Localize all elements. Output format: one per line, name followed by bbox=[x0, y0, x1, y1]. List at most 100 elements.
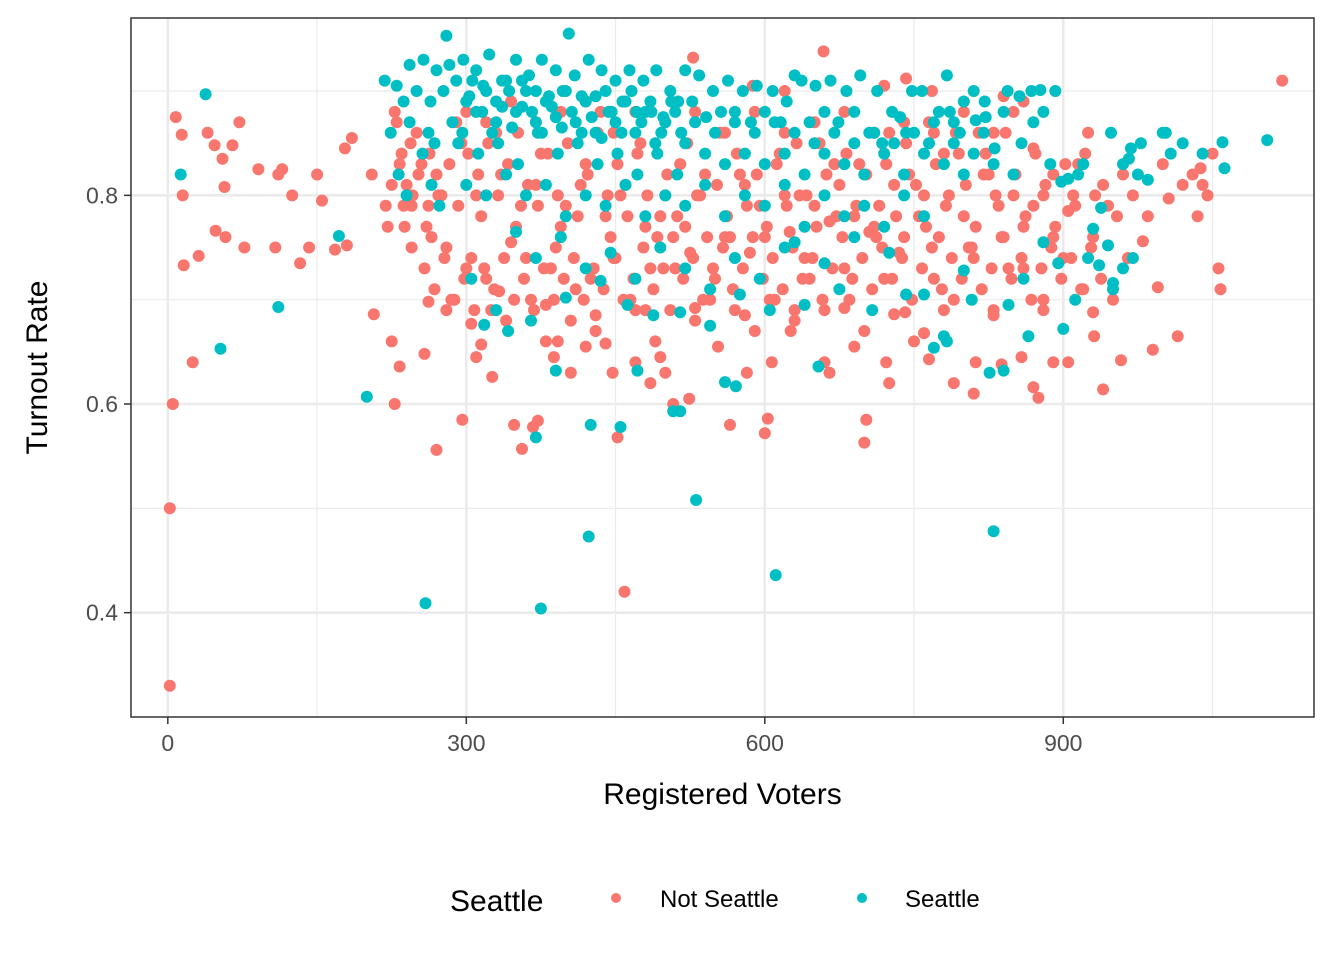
data-point bbox=[286, 189, 299, 202]
data-point bbox=[858, 325, 871, 337]
data-point bbox=[448, 293, 461, 306]
data-point bbox=[403, 58, 416, 71]
data-point bbox=[338, 142, 351, 155]
data-point bbox=[457, 53, 470, 66]
data-point bbox=[883, 126, 896, 139]
data-point bbox=[888, 137, 901, 150]
data-point bbox=[1111, 210, 1123, 223]
data-point bbox=[709, 126, 721, 139]
data-point bbox=[422, 295, 435, 308]
data-point bbox=[446, 116, 459, 129]
data-point bbox=[615, 126, 628, 139]
data-point bbox=[226, 139, 239, 152]
data-point bbox=[644, 95, 657, 108]
data-point bbox=[888, 178, 901, 191]
data-point bbox=[766, 252, 779, 264]
data-point bbox=[510, 225, 522, 238]
data-point bbox=[379, 199, 392, 212]
data-point bbox=[557, 272, 570, 285]
data-point bbox=[700, 111, 713, 124]
data-point bbox=[579, 158, 592, 171]
data-point bbox=[952, 147, 965, 160]
data-point bbox=[1039, 178, 1052, 191]
data-point bbox=[410, 85, 423, 97]
data-point bbox=[1164, 147, 1177, 160]
data-point bbox=[910, 178, 922, 191]
data-point bbox=[163, 502, 176, 515]
data-point bbox=[848, 137, 861, 150]
data-point bbox=[967, 252, 980, 264]
data-point bbox=[416, 147, 429, 160]
data-point bbox=[945, 252, 958, 264]
data-point bbox=[637, 74, 650, 87]
data-point bbox=[788, 69, 801, 82]
data-point bbox=[1034, 84, 1047, 96]
data-point bbox=[549, 111, 562, 124]
data-point bbox=[440, 241, 453, 254]
y-tick-label: 0.8 bbox=[86, 182, 118, 208]
data-point bbox=[709, 272, 721, 285]
data-point bbox=[848, 231, 861, 244]
data-point bbox=[999, 126, 1012, 139]
data-point bbox=[932, 231, 945, 244]
grid-lines bbox=[131, 18, 1314, 717]
data-point bbox=[468, 304, 481, 317]
data-point bbox=[605, 105, 618, 118]
data-point bbox=[736, 262, 749, 275]
data-point bbox=[604, 246, 617, 259]
data-point bbox=[1047, 356, 1060, 369]
data-point bbox=[1261, 134, 1274, 147]
data-point bbox=[900, 72, 913, 85]
data-point bbox=[736, 85, 749, 97]
data-point bbox=[873, 199, 886, 212]
data-point bbox=[1276, 74, 1289, 87]
data-point bbox=[529, 431, 542, 444]
data-point bbox=[728, 304, 741, 317]
data-point bbox=[186, 356, 199, 369]
data-point bbox=[679, 137, 692, 150]
data-point bbox=[609, 116, 622, 129]
data-point bbox=[900, 288, 913, 301]
data-point bbox=[898, 189, 911, 202]
data-point bbox=[788, 314, 801, 327]
data-point bbox=[959, 178, 972, 191]
data-point bbox=[788, 126, 801, 139]
data-point bbox=[483, 48, 496, 61]
data-point bbox=[385, 335, 398, 348]
data-point bbox=[657, 262, 670, 275]
data-point bbox=[1206, 147, 1219, 160]
data-point bbox=[1107, 283, 1119, 296]
data-point bbox=[908, 335, 920, 348]
data-point bbox=[637, 241, 650, 254]
data-point bbox=[686, 95, 699, 108]
data-point bbox=[833, 178, 846, 191]
data-point bbox=[531, 414, 544, 427]
data-point bbox=[475, 338, 488, 351]
data-point bbox=[547, 351, 560, 364]
data-point bbox=[233, 116, 246, 129]
data-point bbox=[719, 231, 731, 244]
data-point bbox=[502, 158, 515, 171]
data-point bbox=[510, 105, 522, 118]
data-point bbox=[987, 525, 1000, 538]
data-point bbox=[1017, 272, 1030, 285]
data-point bbox=[1194, 162, 1207, 175]
data-point bbox=[388, 105, 401, 118]
data-point bbox=[758, 427, 771, 440]
data-point bbox=[390, 79, 403, 92]
data-point bbox=[943, 105, 956, 118]
data-point bbox=[760, 220, 773, 233]
data-point bbox=[554, 231, 567, 244]
data-point bbox=[878, 147, 891, 160]
data-point bbox=[534, 602, 547, 615]
data-point bbox=[699, 147, 712, 160]
data-point bbox=[1007, 189, 1020, 202]
data-point bbox=[462, 147, 475, 160]
data-point bbox=[987, 158, 1000, 171]
data-point bbox=[750, 79, 763, 92]
data-point bbox=[579, 340, 592, 353]
data-point bbox=[1001, 85, 1014, 97]
data-point bbox=[631, 147, 644, 160]
data-point bbox=[654, 241, 667, 254]
data-point bbox=[472, 168, 485, 181]
